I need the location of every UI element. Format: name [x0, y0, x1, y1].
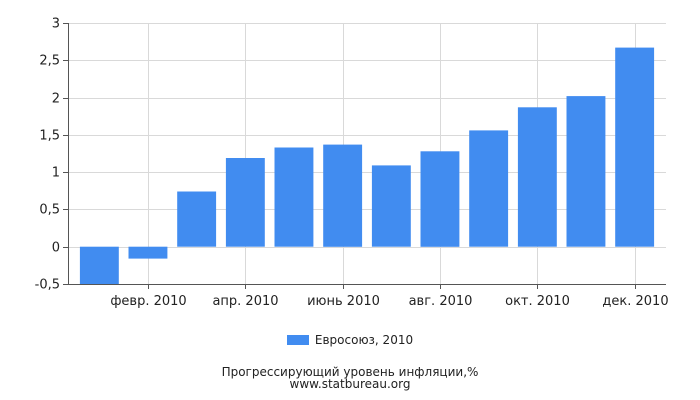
bar	[517, 107, 557, 247]
bar	[323, 144, 363, 247]
y-tick-label: 1	[52, 166, 60, 181]
legend-label: Евросоюз, 2010	[314, 333, 414, 347]
x-tick-label: авг. 2010	[409, 294, 473, 309]
y-tick-label: -0,5	[35, 278, 60, 293]
bar	[177, 191, 217, 247]
bar	[128, 246, 168, 259]
bar	[566, 96, 606, 247]
legend-swatch	[286, 335, 309, 345]
y-tick-label: 2,5	[39, 54, 60, 69]
bar	[225, 158, 265, 247]
y-axis-ticks: -0,5 0 0,5 1 1,5 2 2,5 3	[35, 17, 60, 293]
chart-title: Прогрессирующий уровень инфляции,%	[221, 365, 479, 379]
x-tick-label: апр. 2010	[212, 294, 278, 309]
y-tick-label: 0	[52, 241, 60, 256]
bar	[274, 147, 314, 247]
x-axis-ticks: февр. 2010 апр. 2010 июнь 2010 авг. 2010 окт…	[110, 294, 668, 309]
y-tick-label: 1,5	[39, 129, 60, 144]
x-tick-label: окт. 2010	[505, 294, 570, 309]
y-tick-label: 2	[52, 92, 60, 107]
bar	[79, 246, 119, 284]
axes	[63, 23, 666, 289]
x-tick-label: дек. 2010	[602, 294, 668, 309]
bar	[469, 130, 509, 247]
chart-source: www.statbureau.org	[289, 377, 411, 391]
y-tick-label: 0,5	[39, 203, 60, 218]
legend: Евросоюз, 2010	[0, 330, 700, 350]
bar	[371, 165, 411, 247]
x-tick-label: февр. 2010	[110, 294, 186, 309]
bars	[79, 47, 655, 284]
y-tick-label: 3	[52, 17, 60, 32]
x-tick-label: июнь 2010	[307, 294, 380, 309]
bar	[615, 47, 655, 247]
bar	[420, 151, 460, 247]
